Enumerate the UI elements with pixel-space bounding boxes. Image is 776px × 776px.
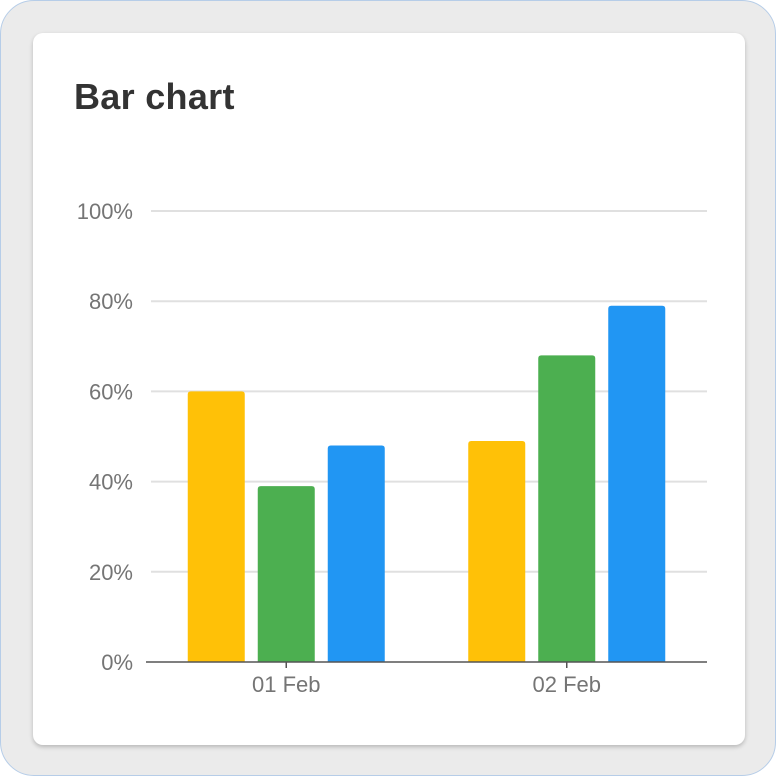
- bar: [608, 305, 666, 662]
- y-tick-label: 0%: [101, 650, 133, 675]
- bar: [538, 355, 596, 662]
- bar: [468, 441, 526, 662]
- y-tick-label: 60%: [89, 379, 133, 404]
- bars: [187, 305, 666, 662]
- axes: 0% 20% 40% 60% 80% 100% 01 Feb 02 Feb: [77, 199, 707, 697]
- bar: [187, 391, 245, 662]
- y-tick-label: 40%: [89, 470, 133, 495]
- y-tick-label: 100%: [77, 199, 133, 224]
- chart-card: Bar chart 0% 20% 40% 60% 80% 100% 01 Feb 02 Feb: [33, 33, 745, 745]
- chart-title: Bar chart: [74, 76, 235, 117]
- y-tick-label: 20%: [89, 560, 133, 585]
- y-tick-label: 80%: [89, 289, 133, 314]
- bar: [257, 486, 315, 662]
- bar: [327, 445, 385, 662]
- bar-chart: 0% 20% 40% 60% 80% 100% 01 Feb 02 Feb: [77, 199, 707, 697]
- x-tick-label: 02 Feb: [533, 672, 602, 697]
- x-tick-label: 01 Feb: [252, 672, 321, 697]
